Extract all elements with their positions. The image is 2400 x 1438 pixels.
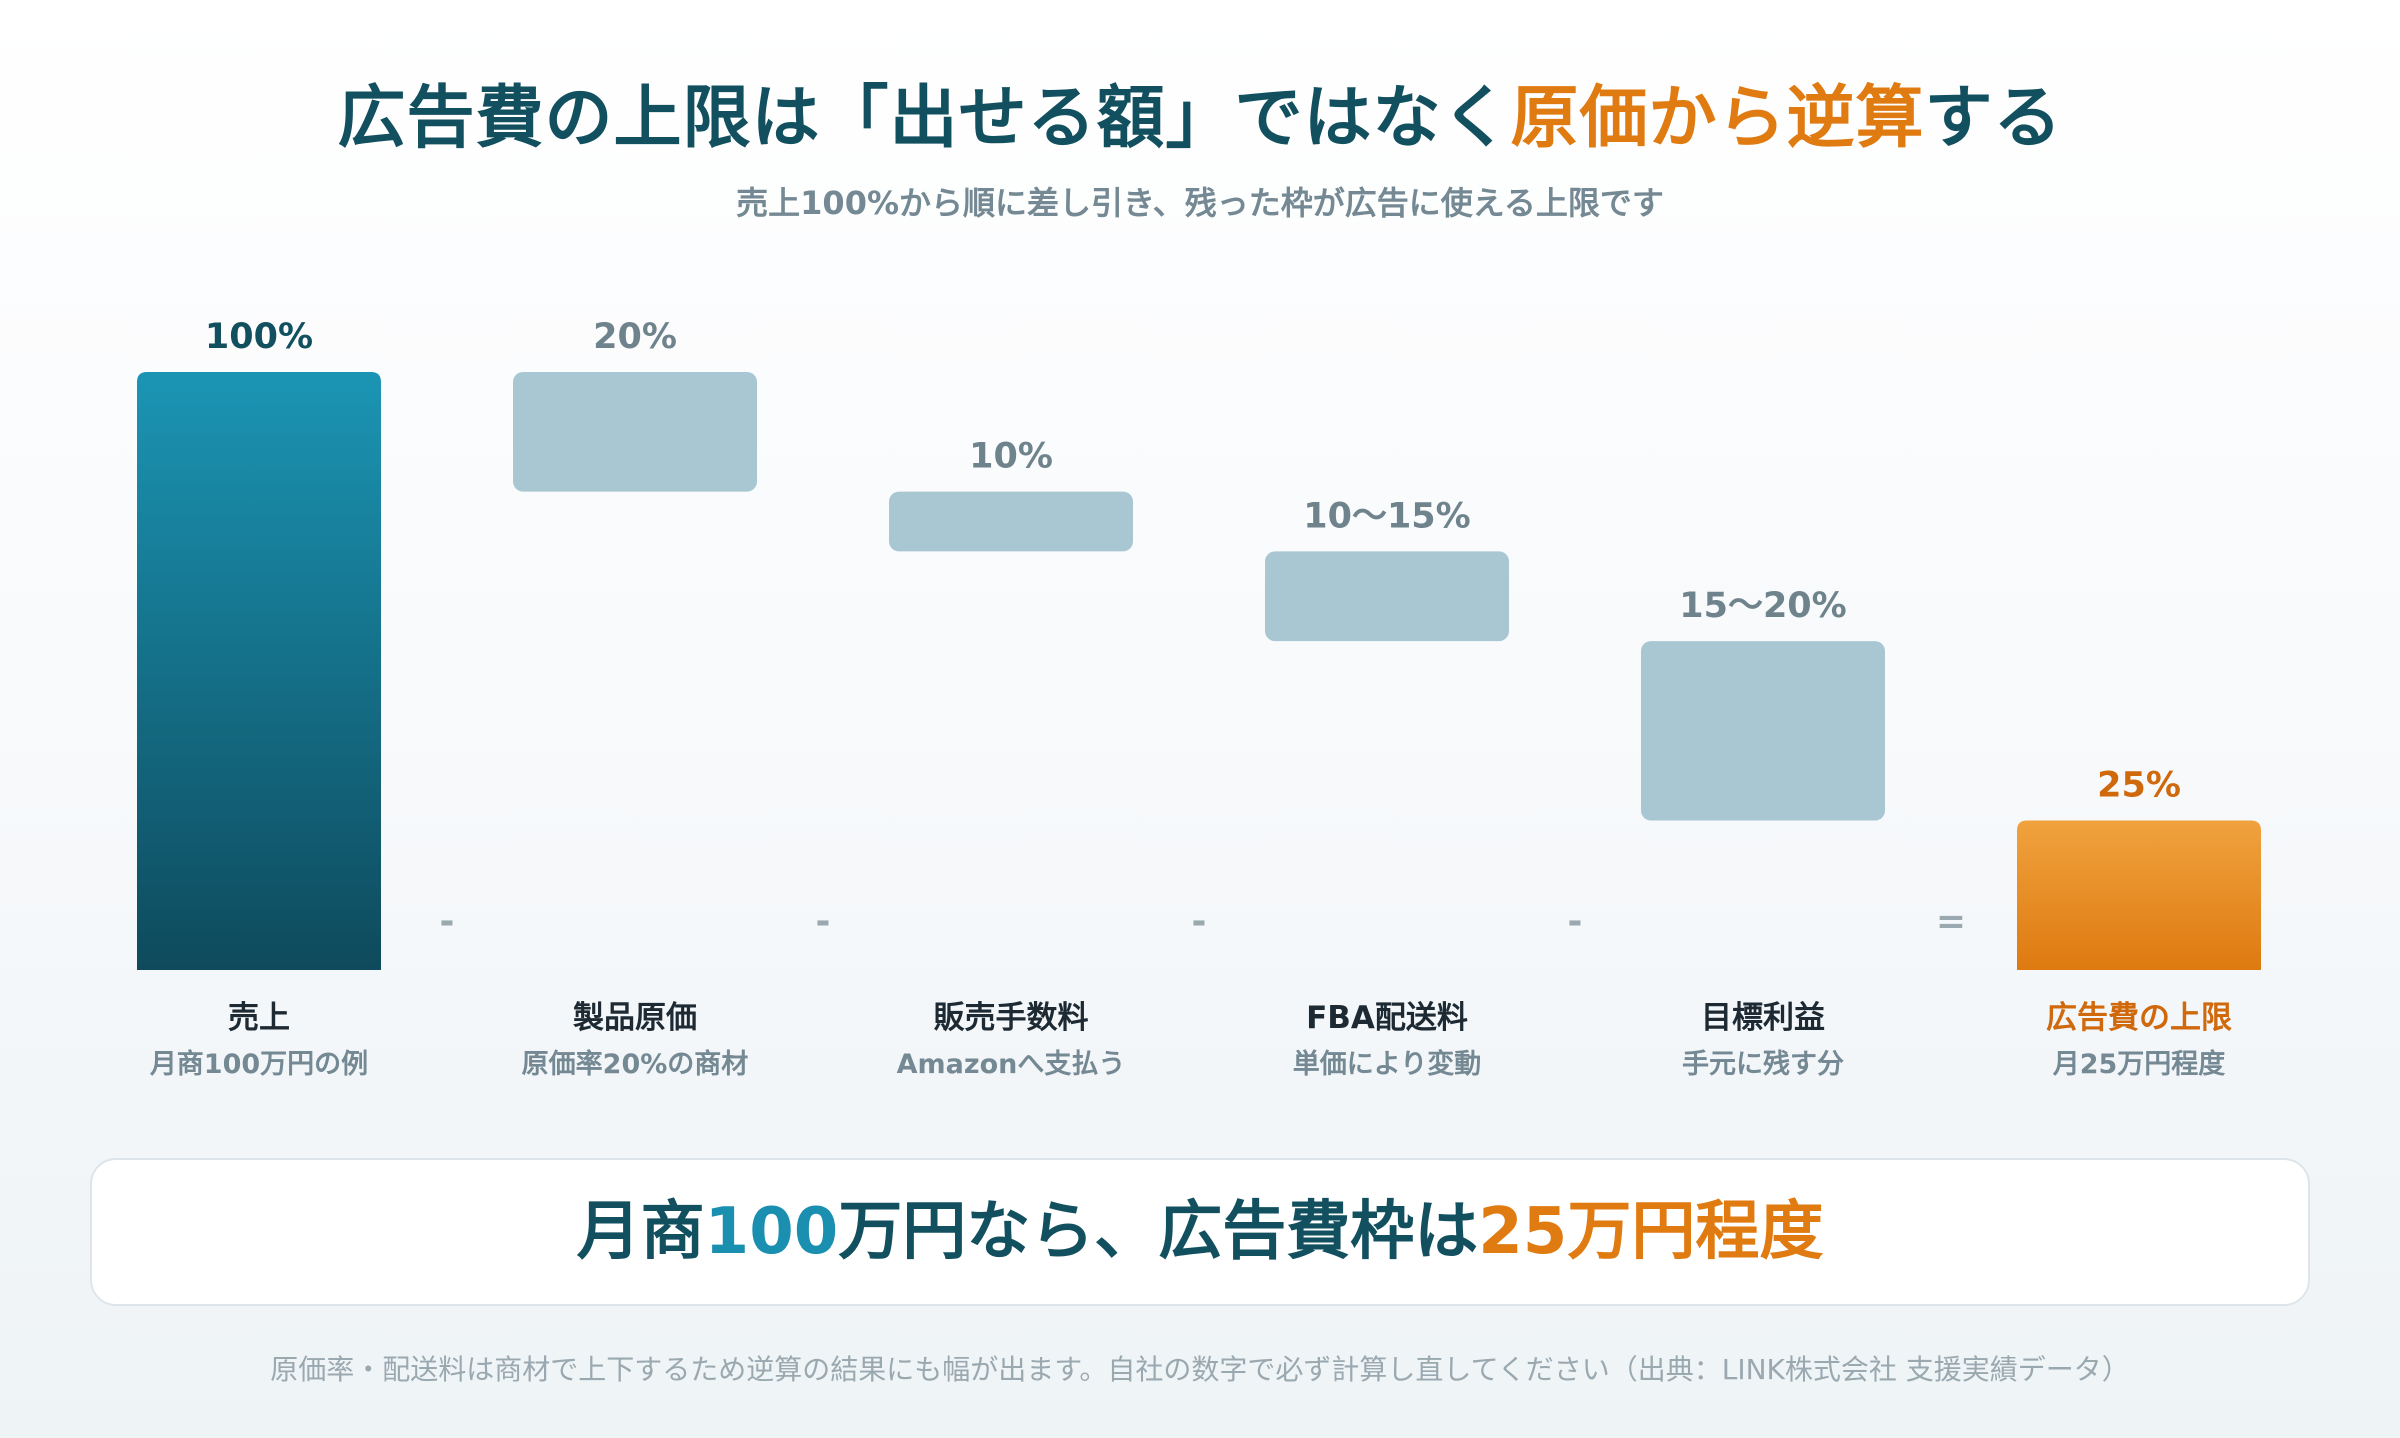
category-sublabel-1: 原価率20%の商材 — [522, 1048, 749, 1080]
value-label-5: 25% — [2097, 766, 2181, 806]
category-label-5: 広告費の上限 — [2046, 1000, 2232, 1036]
category-sublabel-4: 手元に残す分 — [1682, 1049, 1844, 1080]
summary-box: 月商100万円なら、広告費枠は25万円程度 — [90, 1158, 2310, 1306]
category-label-0: 売上 — [228, 1000, 290, 1036]
value-label-2: 10% — [969, 437, 1053, 477]
title-part1: 広告費の上限は「出せる額」ではなく — [337, 79, 1511, 158]
title-part2: する — [1924, 79, 2063, 158]
summary-highlight-sales: 100 — [704, 1195, 839, 1269]
category-label-1: 製品原価 — [573, 1000, 697, 1036]
operator-0: - — [440, 901, 455, 942]
bar-4 — [1641, 641, 1885, 821]
bar-2 — [889, 491, 1133, 552]
bar-1 — [513, 372, 757, 492]
operator-2: - — [1192, 901, 1207, 942]
summary-part2: 万円なら、広告費枠は — [838, 1195, 1479, 1269]
operator-1: - — [816, 901, 831, 942]
category-sublabel-0: 月商100万円の例 — [149, 1049, 368, 1080]
page-subtitle: 売上100%から順に差し引き、残った枠が広告に使える上限です — [736, 184, 1664, 222]
category-label-3: FBA配送料 — [1306, 1000, 1468, 1036]
category-sublabel-5: 月25万円程度 — [2052, 1048, 2226, 1080]
category-label-4: 目標利益 — [1701, 1000, 1825, 1036]
title-accent: 原価から逆算 — [1510, 79, 1925, 158]
value-label-4: 15〜20% — [1679, 586, 1846, 626]
bar-0 — [137, 372, 381, 970]
category-sublabel-3: 単価により変動 — [1293, 1048, 1481, 1080]
category-label-2: 販売手数料 — [934, 1000, 1089, 1036]
bar-3 — [1265, 551, 1509, 642]
operator-3: - — [1568, 901, 1583, 942]
page-title: 広告費の上限は「出せる額」ではなく原価から逆算する — [0, 62, 2400, 161]
operator-4: = — [1936, 901, 1966, 942]
summary-part1: 月商 — [576, 1195, 705, 1269]
footnote: 原価率・配送料は商材で上下するため逆算の結果にも幅が出ます。自社の数字で必ず計算… — [270, 1353, 2130, 1386]
value-label-3: 10〜15% — [1303, 496, 1470, 536]
category-sublabel-2: Amazonへ支払う — [897, 1049, 1126, 1080]
value-label-1: 20% — [593, 317, 677, 357]
bar-5 — [2017, 820, 2261, 970]
value-label-0: 100% — [205, 317, 313, 357]
summary-highlight-ad-budget: 25万円程度 — [1478, 1195, 1824, 1269]
